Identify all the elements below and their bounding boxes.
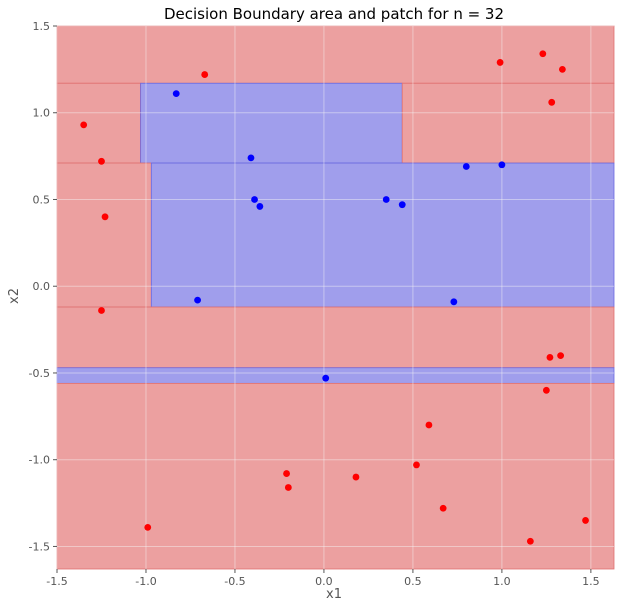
x-tick-label-3: 0.0 xyxy=(315,575,333,588)
x-tick-label-6: 1.5 xyxy=(582,575,600,588)
gridlines xyxy=(56,25,614,569)
red-point-5 xyxy=(80,121,88,129)
red-region-8 xyxy=(56,382,615,570)
x-axis-ticks: -1.5 -1.0 -0.5 0.0 0.5 1.0 1.5 xyxy=(46,569,600,588)
red-point-9 xyxy=(546,353,554,361)
y-axis-ticks: -1.5 -1.0 -0.5 0.0 0.5 1.0 1.5 xyxy=(29,20,57,553)
red-point-18 xyxy=(144,523,152,531)
red-point-12 xyxy=(425,421,433,429)
plot-area xyxy=(56,25,615,570)
blue-point-9 xyxy=(450,298,458,306)
red-point-7 xyxy=(101,213,109,221)
red-point-11 xyxy=(542,386,550,394)
blue-point-2 xyxy=(251,196,258,203)
red-point-3 xyxy=(558,65,566,73)
blue-point-6 xyxy=(462,163,470,170)
red-point-6 xyxy=(98,157,105,165)
red-point-4 xyxy=(548,98,556,106)
blue-point-4 xyxy=(382,196,390,203)
y-tick-label-4: 0.5 xyxy=(33,193,51,206)
red-point-15 xyxy=(284,484,292,491)
chart-title: Decision Boundary area and patch for n =… xyxy=(164,5,504,23)
blue-point-0 xyxy=(172,90,180,98)
blue-point-3 xyxy=(256,203,264,210)
red-point-1 xyxy=(496,59,504,66)
blue-point-8 xyxy=(194,296,201,304)
blue-point-1 xyxy=(247,154,255,162)
red-point-19 xyxy=(526,537,534,545)
y-tick-label-3: 0.0 xyxy=(33,280,51,293)
red-point-13 xyxy=(413,461,420,469)
red-point-16 xyxy=(352,473,360,481)
blue-region-2 xyxy=(140,82,403,164)
red-region-3 xyxy=(401,82,615,164)
red-region-1 xyxy=(56,82,142,164)
red-region-0 xyxy=(56,25,615,84)
y-axis-label: x2 xyxy=(7,288,22,304)
blue-region-5 xyxy=(150,162,615,308)
data-points xyxy=(80,50,589,545)
red-point-14 xyxy=(283,470,290,477)
x-tick-label-2: -0.5 xyxy=(224,575,245,588)
red-point-0 xyxy=(201,71,209,78)
red-region-4 xyxy=(56,162,152,308)
red-point-10 xyxy=(557,352,565,360)
blue-region-7 xyxy=(56,367,615,384)
x-tick-label-0: -1.5 xyxy=(46,575,67,588)
red-point-2 xyxy=(539,50,547,58)
red-point-20 xyxy=(582,517,589,524)
x-tick-label-5: 1.0 xyxy=(493,575,511,588)
decision-regions xyxy=(56,25,615,570)
y-tick-label-0: -1.5 xyxy=(29,540,50,553)
y-tick-label-6: 1.5 xyxy=(33,20,51,33)
x-tick-label-1: -1.0 xyxy=(135,575,156,588)
blue-point-5 xyxy=(398,201,406,209)
red-region-6 xyxy=(56,306,615,369)
blue-point-7 xyxy=(498,161,506,169)
x-tick-label-4: 0.5 xyxy=(404,575,422,588)
y-tick-label-2: -0.5 xyxy=(29,367,50,380)
red-point-8 xyxy=(98,307,105,314)
blue-point-10 xyxy=(322,374,330,382)
y-tick-label-1: -1.0 xyxy=(29,454,50,467)
x-axis-label: x1 xyxy=(326,587,342,602)
y-tick-label-5: 1.0 xyxy=(33,107,51,120)
red-point-17 xyxy=(439,504,447,512)
